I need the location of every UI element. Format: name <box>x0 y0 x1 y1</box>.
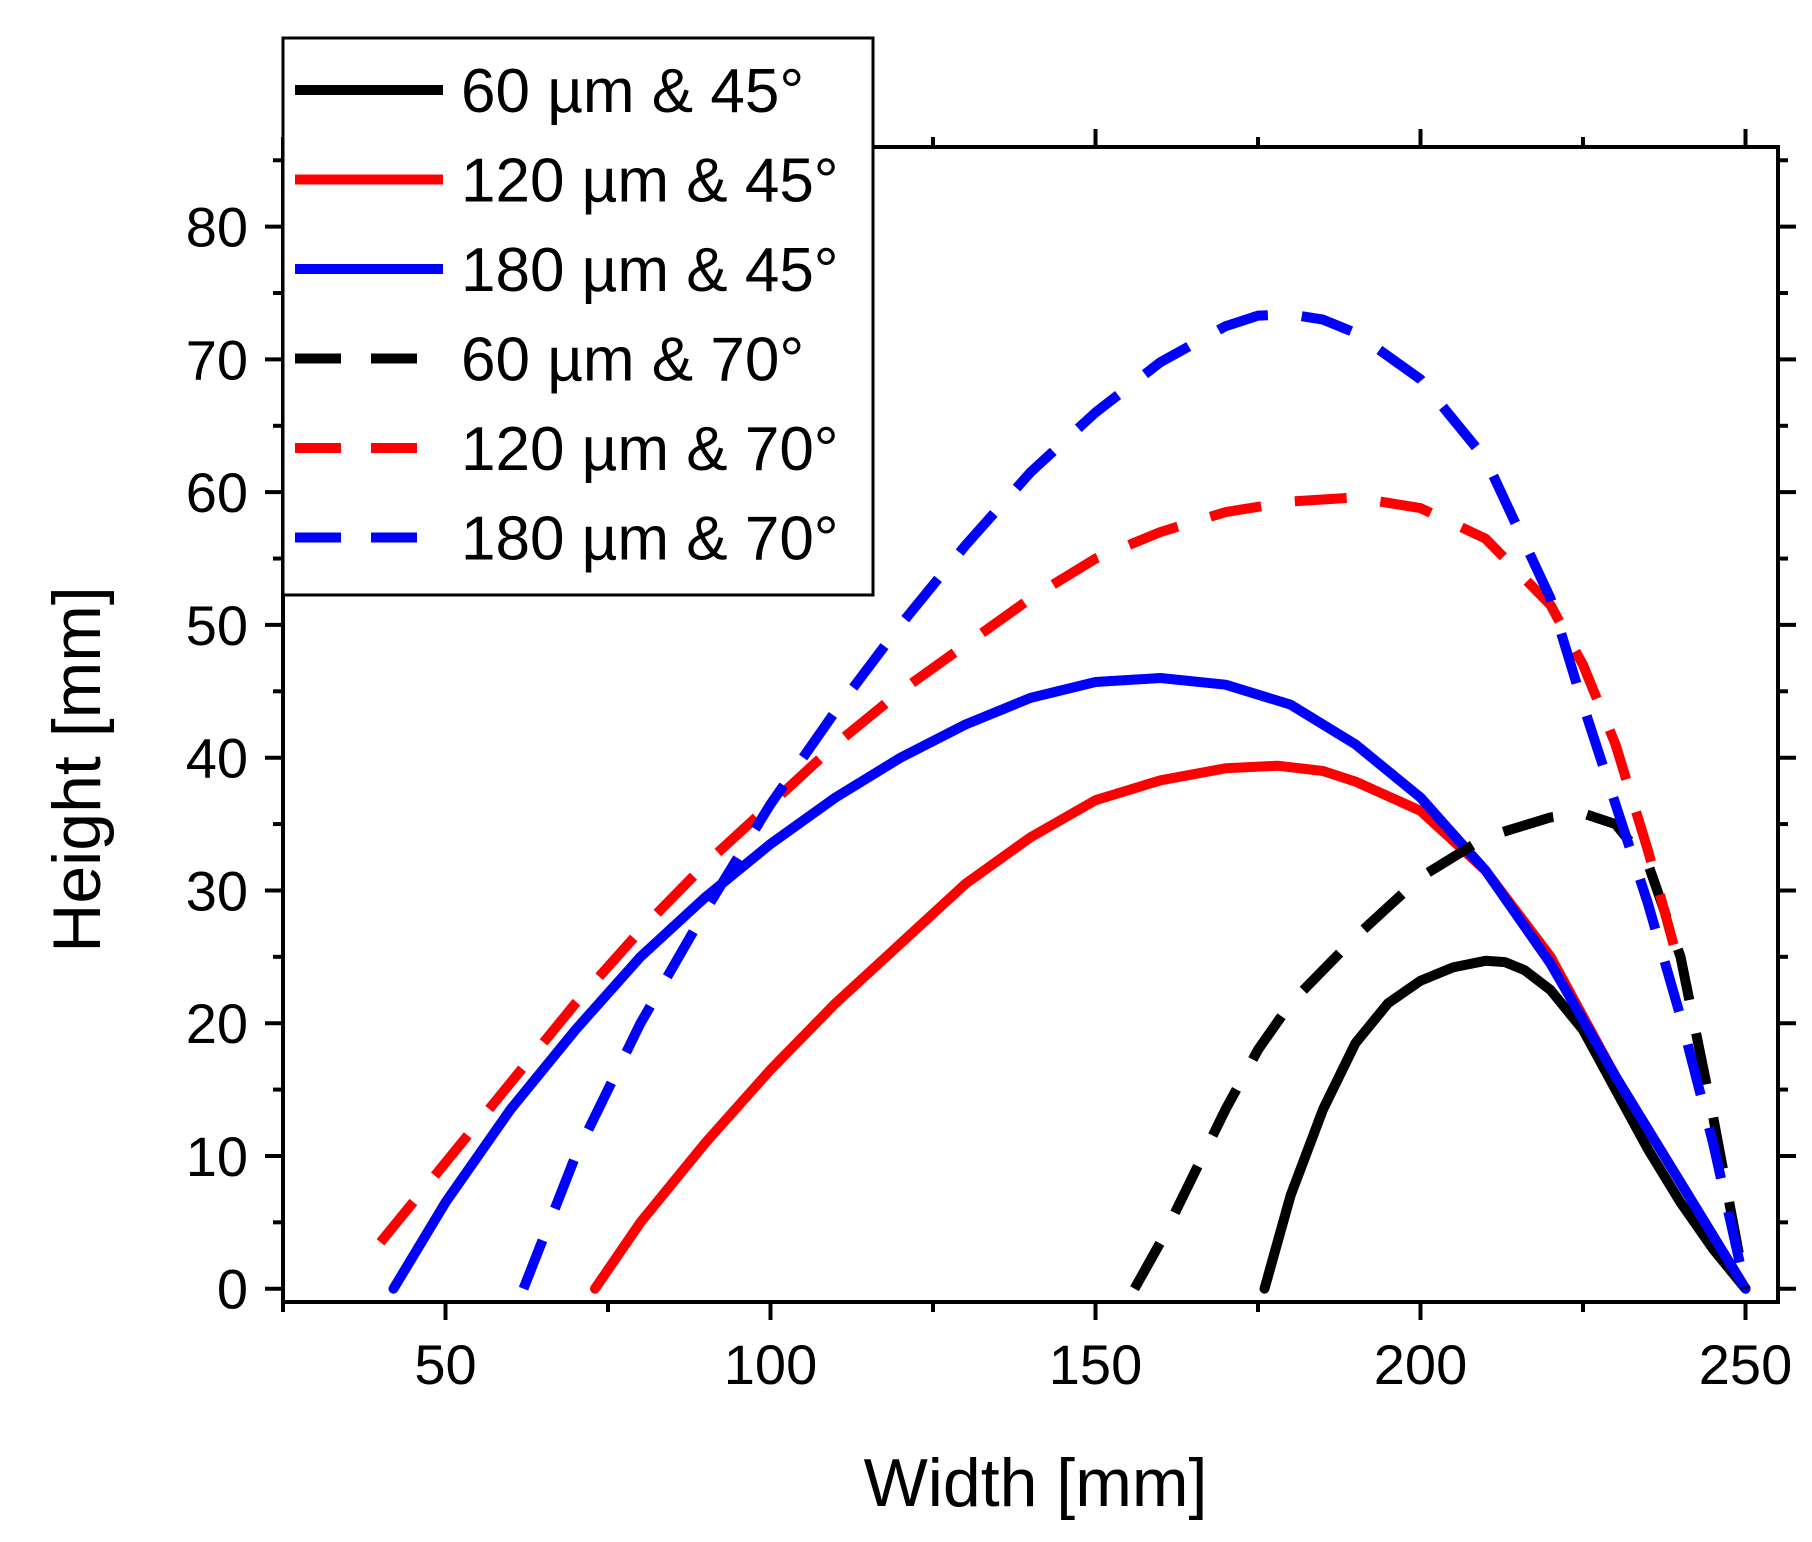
series-line-5 <box>518 309 1751 1291</box>
series-line-4 <box>376 492 1686 1246</box>
legend-label-5: 180 µm & 70° <box>461 505 839 574</box>
x-tick-label: 200 <box>1374 1333 1467 1396</box>
legend-box <box>281 36 875 597</box>
legend: 60 µm & 45° 120 µm & 45° 180 µm & 45° 60 µm… <box>281 36 875 597</box>
series-line-3 <box>1130 808 1751 1292</box>
y-tick-label: 20 <box>186 992 248 1055</box>
legend-label-1: 120 µm & 45° <box>461 147 839 216</box>
x-tick-label: 250 <box>1699 1333 1792 1396</box>
legend-label-0: 60 µm & 45° <box>461 57 804 126</box>
y-tick-label: 0 <box>217 1258 248 1321</box>
x-tick-label: 150 <box>1049 1333 1142 1396</box>
legend-label-3: 60 µm & 70° <box>461 326 804 395</box>
y-tick-label: 80 <box>186 196 248 259</box>
plot-frame <box>281 145 1780 1304</box>
y-tick-label: 70 <box>186 328 248 391</box>
y-tick-label: 50 <box>186 594 248 657</box>
x-axis-title: Width [mm] <box>864 1445 1208 1521</box>
y-tick-label: 40 <box>186 727 248 790</box>
y-tick-label: 30 <box>186 859 248 922</box>
series-layer <box>376 309 1751 1294</box>
x-tick-label: 100 <box>724 1333 817 1396</box>
y-tick-label: 60 <box>186 461 248 524</box>
y-axis-title: Height [mm] <box>39 586 115 953</box>
series-line-2 <box>388 673 1751 1294</box>
y-tick-label: 10 <box>186 1125 248 1188</box>
x-tick-label: 50 <box>414 1333 476 1396</box>
legend-label-2: 180 µm & 45° <box>461 236 839 305</box>
axes-layer: 50 100 150 200 250 0 10 20 30 40 50 60 70 80 Width [mm… <box>39 129 1796 1521</box>
legend-label-4: 120 µm & 70° <box>461 415 839 484</box>
series-line-0 <box>1259 955 1751 1294</box>
